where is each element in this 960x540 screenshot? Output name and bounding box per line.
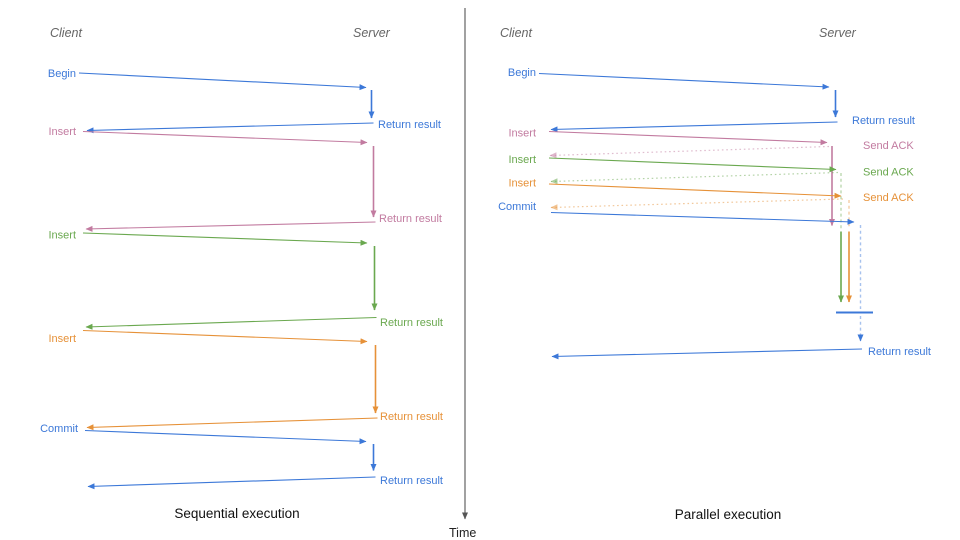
seq-commit-label: Commit [40,423,78,435]
par-client-header: Client [500,26,532,40]
par-insert2-request-line [548,157,837,173]
seq-insert2-request-line [82,232,368,246]
seq-insert3-label: Insert [48,333,76,345]
seq-commit-return-line [87,476,376,490]
seq-client-header: Client [50,26,82,40]
seq-insert2-label: Insert [48,230,76,242]
par-insert1-request-line [548,130,828,146]
par-commit-request-line [550,211,855,225]
par-commit-return-line [551,348,863,360]
par-insert2-ack-label: Send ACK [863,167,914,179]
par-insert3-ack-line [550,198,844,211]
seq-insert1-request-line [82,130,368,146]
sequential-title: Sequential execution [174,506,299,521]
par-insert2-label: Insert [508,154,536,166]
par-begin-request-line [538,72,830,90]
seq-insert3-return-line [86,417,378,431]
par-begin-return-line [550,121,838,133]
par-insert1-label: Insert [508,128,536,140]
par-insert1-ack-line [549,145,830,159]
seq-begin-return-label: Return result [378,119,441,131]
panel-parallel: Client Server Begin Return result Insert… [498,26,931,522]
seq-server-header: Server [353,26,391,40]
par-commit-label: Commit [498,201,536,213]
seq-insert3-request-line [82,329,368,345]
par-insert3-request-line [548,183,842,199]
seq-insert1-label: Insert [48,126,76,138]
parallel-title: Parallel execution [675,507,782,522]
seq-insert3-return-label: Return result [380,411,443,423]
time-axis-label: Time [449,526,476,540]
seq-begin-request-line [78,72,367,91]
par-insert1-ack-label: Send ACK [863,140,914,152]
par-server-header: Server [819,26,857,40]
seq-commit-return-label: Return result [380,475,443,487]
seq-insert2-return-label: Return result [380,317,443,329]
seq-insert1-return-label: Return result [379,213,442,225]
seq-begin-return-line [86,122,374,134]
par-begin-label: Begin [508,67,536,79]
par-insert2-ack-line [550,171,839,185]
par-insert3-ack-label: Send ACK [863,192,914,204]
panel-sequential: Client Server Begin Return result Insert… [40,26,443,521]
par-commit-return-label: Return result [868,346,931,358]
par-insert3-label: Insert [508,178,536,190]
seq-insert1-return-line [85,221,376,232]
seq-begin-label: Begin [48,68,76,80]
seq-insert2-return-line [85,316,377,330]
par-begin-return-label: Return result [852,115,915,127]
seq-commit-request-line [84,429,367,445]
